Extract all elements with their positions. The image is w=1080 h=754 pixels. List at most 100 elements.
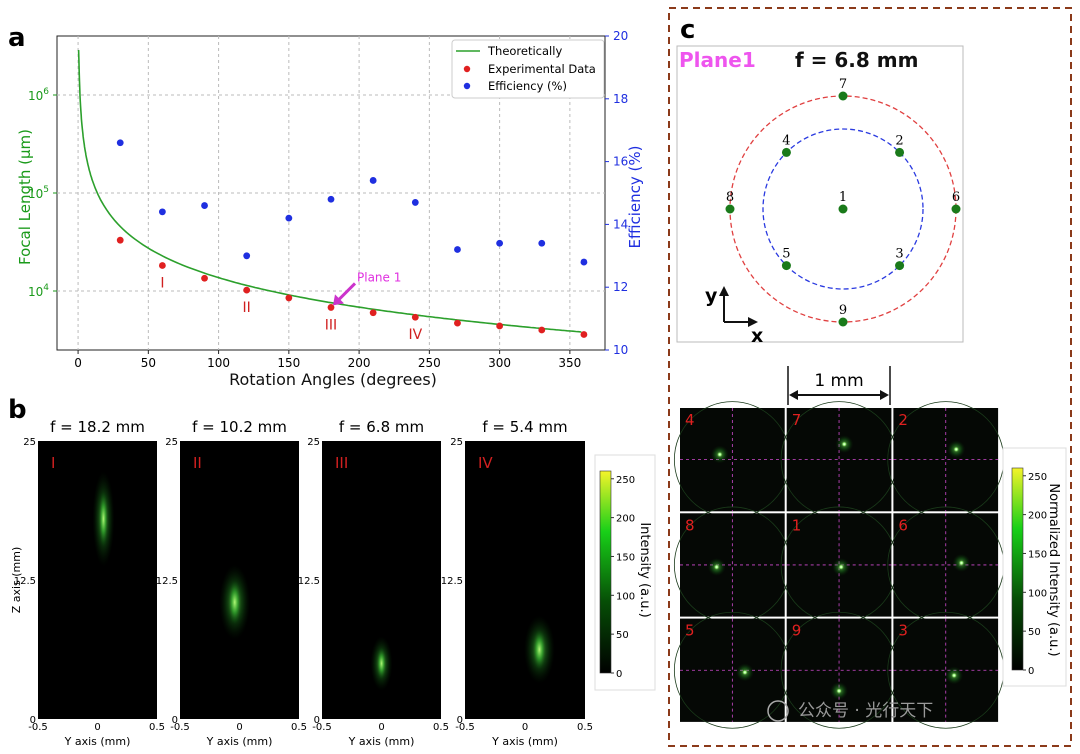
- plane-point: [838, 204, 848, 214]
- heatmap-tag: IV: [478, 454, 493, 472]
- y2-tick-label: 10: [613, 343, 628, 357]
- heatmap-x-label: Y axis (mm): [348, 735, 415, 748]
- heatmap-x-tick-label: 0.5: [577, 722, 593, 733]
- heatmap-x-tick-label: -0.5: [455, 722, 475, 733]
- focal-spot: [953, 446, 960, 453]
- experimental-point: [158, 262, 166, 269]
- colorbar-b-tick-label: 150: [616, 552, 635, 563]
- focal-spot: [716, 451, 723, 458]
- colorbar-b-tick-label: 100: [616, 591, 635, 602]
- plane-diagram: Plane1 f = 6.8 mm 1 2 3 4 5 6 7 8 9 y x: [676, 45, 964, 347]
- heatmap-y-tick-label: 25: [165, 437, 178, 448]
- heatmap-title: f = 18.2 mm: [50, 418, 145, 436]
- heatmap-x-tick-label: 0: [378, 722, 384, 733]
- x-tick-label: 250: [418, 356, 441, 370]
- plane-point: [838, 317, 848, 327]
- focal-label: f = 6.8 mm: [795, 48, 918, 72]
- plane-point-label: 4: [782, 133, 790, 148]
- x-tick-label: 350: [558, 356, 581, 370]
- heatmap-y-tick-label: 12.5: [441, 576, 463, 587]
- experimental-point: [411, 313, 419, 321]
- plane-point-label: 7: [839, 77, 847, 92]
- heatmap-title: f = 10.2 mm: [192, 418, 287, 436]
- heatmap-tag: II: [193, 454, 202, 472]
- experimental-point: [496, 322, 504, 330]
- y-axis-label: Focal Length (μm): [16, 129, 34, 265]
- efficiency-point: [580, 258, 588, 266]
- efficiency-point: [454, 246, 461, 253]
- annotation-arrowhead: [333, 294, 344, 306]
- legend-marker-efficiency: [463, 82, 471, 90]
- experimental-point: [454, 319, 461, 327]
- plane-point: [781, 147, 791, 157]
- heatmap-x-label: Y axis (mm): [206, 735, 273, 748]
- plane-label: Plane1: [679, 48, 756, 72]
- colorbar-b-tick-label: 50: [616, 630, 629, 641]
- panel-c-border: [668, 7, 1072, 747]
- colorbar-c-tick-label: 150: [1028, 549, 1047, 560]
- spot-cell: [893, 408, 999, 512]
- colorbar-c-gradient: [1011, 467, 1024, 671]
- panel-label-b: b: [8, 395, 27, 425]
- efficiency-point: [369, 177, 377, 184]
- spot-grid: 4 7 2 8 1 6 5 9 3: [673, 401, 1005, 729]
- heatmap-tag: I: [51, 454, 55, 472]
- colorbar-c-label: Normalized Intensity (a.u.): [1046, 483, 1061, 656]
- y2-tick-label: 16: [613, 155, 628, 169]
- panel-label-c: c: [680, 15, 695, 45]
- efficiency-point: [327, 195, 335, 203]
- efficiency-point: [243, 252, 251, 260]
- legend: Theoretically Experimental Data Efficien…: [451, 39, 605, 99]
- plane-point: [838, 91, 848, 101]
- heatmap-x-tick-label: 0: [94, 722, 100, 733]
- point-label: II: [243, 300, 251, 316]
- plane-point-label: 1: [839, 190, 847, 205]
- spot-cell-tag: 2: [898, 411, 908, 429]
- heatmap-x-tick-label: 0.5: [149, 722, 165, 733]
- point-label: I: [160, 276, 164, 292]
- legend-experimental: Experimental Data: [488, 62, 596, 76]
- focal-spot: [837, 563, 845, 571]
- y-tick-label: 106: [28, 87, 49, 103]
- heatmap-y-tick-label: 12.5: [156, 576, 178, 587]
- spot-cell-tag: 3: [898, 622, 908, 640]
- spot-cell: [680, 513, 785, 617]
- experimental-point: [243, 286, 251, 294]
- heatmap-x-label: Y axis (mm): [64, 735, 131, 748]
- plane-point-label: 2: [895, 133, 903, 148]
- colorbar-b-tick-label: 200: [616, 514, 635, 525]
- experimental-point: [116, 236, 124, 244]
- heatmap-y-tick-label: 25: [450, 437, 463, 448]
- focus-spot: [532, 629, 547, 670]
- efficiency-point: [496, 239, 504, 247]
- watermark: 公众号 · 光行天下: [798, 701, 933, 721]
- colorbar-b-gradient: [599, 470, 612, 674]
- plane-point-label: 9: [839, 303, 847, 318]
- colorbar-b-tick-label: 250: [616, 475, 635, 486]
- axis-x-label: x: [751, 325, 763, 347]
- heatmap-x-tick-label: -0.5: [312, 722, 332, 733]
- plane-point: [895, 261, 905, 271]
- experimental-point: [538, 326, 546, 334]
- legend-marker-experimental: [463, 65, 471, 73]
- point-label: III: [325, 317, 337, 333]
- heatmap-tag: III: [335, 454, 348, 472]
- y2-tick-label: 18: [613, 92, 628, 106]
- axes-indicator: y x: [705, 285, 763, 347]
- focal-spot: [841, 440, 848, 448]
- annotation-label: Plane 1: [357, 270, 401, 284]
- heatmap-y-tick-label: 12.5: [14, 576, 36, 587]
- spot-cell-tag: 9: [792, 622, 802, 640]
- y-tick-label: 105: [28, 185, 49, 201]
- plane-point-label: 3: [895, 247, 903, 262]
- x-tick-label: 0: [74, 356, 82, 370]
- focal-spot: [741, 669, 749, 676]
- inner-circle: [762, 128, 924, 290]
- legend-efficiency: Efficiency (%): [488, 79, 567, 93]
- focus-spot: [98, 490, 109, 547]
- heatmap-x-tick-label: 0.5: [433, 722, 449, 733]
- experimental-point: [327, 304, 335, 311]
- colorbar-c-tick-label: 100: [1028, 588, 1047, 599]
- annotation-arrow: [335, 282, 357, 303]
- focal-spot: [835, 687, 843, 695]
